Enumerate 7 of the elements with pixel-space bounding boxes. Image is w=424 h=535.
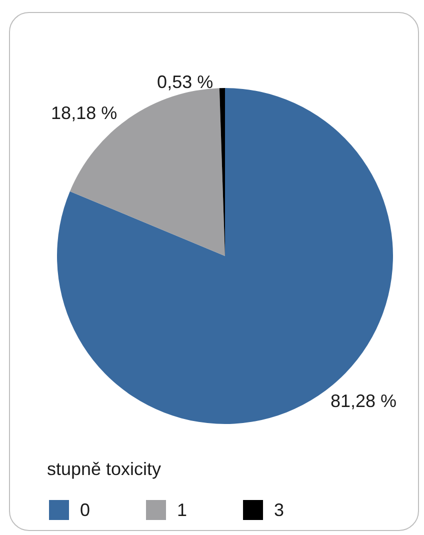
legend-label: 1 bbox=[177, 500, 188, 520]
legend-label: 3 bbox=[274, 500, 284, 520]
data-label: 81,28 % bbox=[330, 390, 397, 411]
data-label: 18,18 % bbox=[51, 102, 118, 123]
data-label: 0,53 % bbox=[157, 72, 214, 92]
legend-title: stupně toxicity bbox=[47, 459, 162, 479]
legend-label: 0 bbox=[80, 500, 90, 520]
